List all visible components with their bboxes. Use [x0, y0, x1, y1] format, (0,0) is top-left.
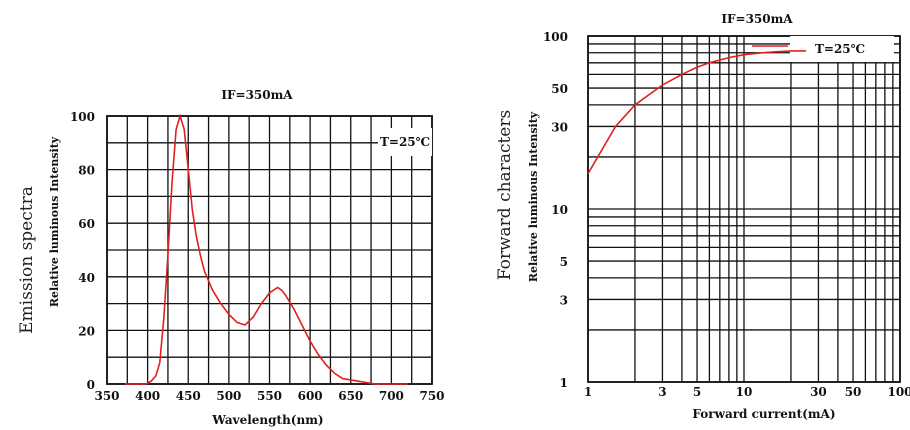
right-y-tick-label: 5 — [560, 255, 568, 269]
left-y-tick-label: 60 — [78, 217, 95, 231]
right-y-tick-label: 100 — [543, 30, 568, 44]
right-x-tick-label: 30 — [810, 385, 827, 399]
right-y-tick-labels: 1 3 5 10 30 50 100 — [543, 30, 568, 390]
left-y-tick-label: 80 — [78, 164, 95, 178]
right-grid — [588, 36, 900, 382]
left-y-tick-label: 40 — [78, 271, 95, 285]
forward-characteristics-chart: IF=350mA T=25℃ 1 3 5 10 30 50 100 1 3 5 10 30 50 100… — [495, 12, 910, 421]
right-x-tick-label: 1 — [584, 385, 592, 399]
right-temperature-annotation: T=25℃ — [815, 42, 865, 56]
right-x-tick-label: 3 — [658, 385, 666, 399]
right-x-tick-labels: 1 3 5 10 30 50 100 — [584, 385, 910, 399]
left-x-tick-label: 500 — [216, 389, 241, 403]
right-x-tick-label: 5 — [693, 385, 701, 399]
right-y-tick-label: 50 — [551, 82, 568, 96]
left-y-tick-label: 100 — [70, 110, 95, 124]
left-temperature-annotation: T=25℃ — [380, 135, 430, 149]
left-y-axis-title: Emission spectra — [17, 186, 37, 334]
right-x-axis-label: Forward current(mA) — [692, 407, 835, 421]
left-x-tick-label: 350 — [94, 389, 119, 403]
right-chart-title: IF=350mA — [721, 12, 793, 26]
left-chart-title: IF=350mA — [221, 88, 293, 102]
left-y-axis-subtitle: Relative luminous Intensity — [48, 136, 61, 307]
right-y-tick-label: 10 — [551, 203, 568, 217]
left-x-tick-label: 600 — [298, 389, 323, 403]
left-x-tick-label: 650 — [338, 389, 363, 403]
right-y-tick-label: 3 — [560, 293, 568, 307]
left-x-tick-labels: 350 400 450 500 550 600 650 700 750 — [94, 389, 444, 403]
left-grid — [107, 116, 432, 384]
right-x-tick-label: 100 — [887, 385, 910, 399]
left-x-tick-label: 450 — [176, 389, 201, 403]
right-y-tick-label: 1 — [560, 376, 568, 390]
right-y-axis-subtitle: Relative luminous Intensity — [527, 111, 540, 282]
right-x-tick-label: 10 — [736, 385, 753, 399]
right-x-tick-label: 50 — [845, 385, 862, 399]
right-y-axis-title: Forward characters — [495, 110, 515, 280]
left-y-tick-label: 20 — [78, 324, 95, 338]
left-x-tick-label: 700 — [379, 389, 404, 403]
left-x-tick-label: 750 — [419, 389, 444, 403]
left-x-tick-label: 550 — [257, 389, 282, 403]
left-x-axis-label: Wavelength(nm) — [211, 413, 323, 427]
right-y-tick-label: 30 — [551, 120, 568, 134]
left-x-tick-label: 400 — [135, 389, 160, 403]
